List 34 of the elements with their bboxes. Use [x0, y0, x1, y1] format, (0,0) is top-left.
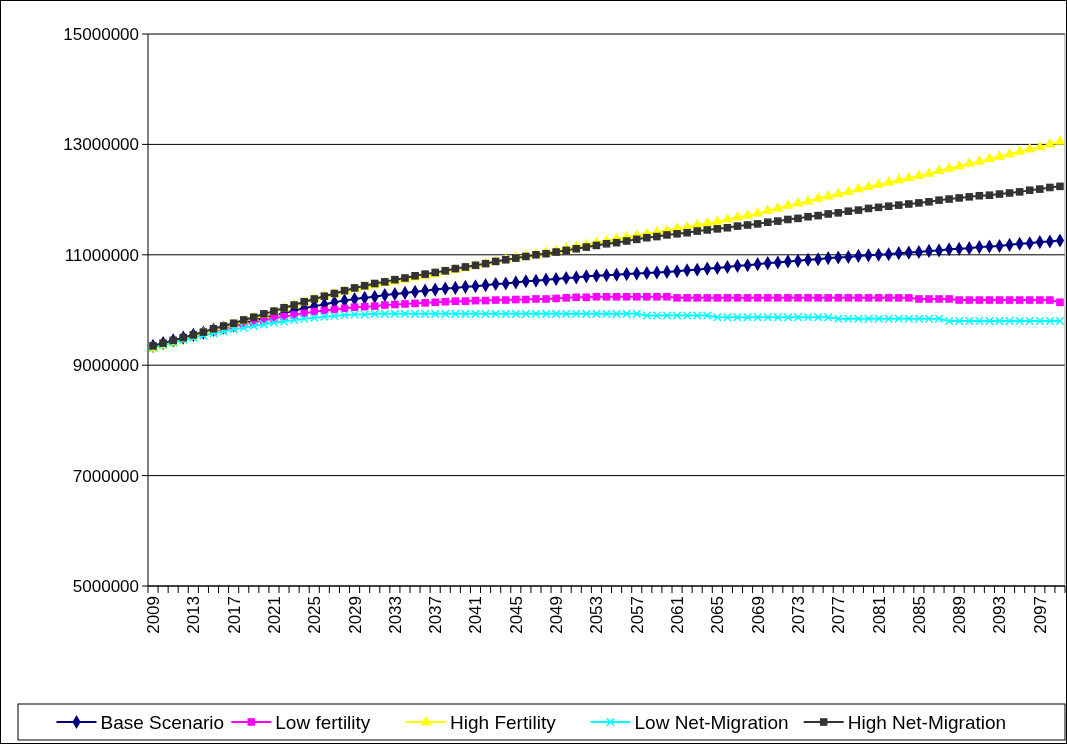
legend-label: Base Scenario [100, 711, 225, 733]
legend-label: Low fertility [275, 711, 371, 733]
x-tick-label: 2041 [466, 596, 486, 634]
y-tick-label: 11000000 [64, 245, 139, 265]
y-tick-label: 13000000 [63, 135, 139, 155]
x-tick-label: 2037 [426, 596, 446, 634]
x-tick-label: 2025 [305, 596, 325, 634]
x-tick-label: 2097 [1030, 596, 1050, 634]
x-tick-label: 2009 [143, 596, 163, 634]
x-tick-label: 2073 [788, 596, 808, 634]
x-tick-label: 2053 [587, 596, 607, 634]
x-tick-label: 2093 [990, 596, 1010, 634]
x-tick-label: 2085 [909, 596, 929, 634]
x-tick-label: 2065 [708, 596, 728, 634]
x-tick-label: 2013 [184, 596, 204, 634]
x-tick-label: 2061 [667, 596, 687, 634]
legend-label: Low Net-Migration [634, 711, 789, 733]
x-tick-label: 2033 [385, 596, 405, 634]
x-tick-label: 2049 [547, 596, 567, 634]
x-tick-label: 2069 [748, 596, 768, 634]
x-tick-label: 2045 [506, 596, 526, 634]
legend-label: High Fertility [450, 711, 557, 733]
x-tick-label: 2081 [869, 596, 889, 634]
y-tick-label: 7000000 [72, 466, 139, 486]
x-tick-label: 2057 [627, 596, 647, 634]
y-tick-label: 15000000 [63, 24, 139, 44]
x-tick-label: 2029 [345, 596, 365, 634]
x-tick-label: 2017 [224, 596, 244, 634]
legend-label: High Net-Migration [847, 711, 1007, 733]
x-tick-label: 2077 [829, 596, 849, 634]
x-tick-label: 2089 [950, 596, 970, 634]
y-tick-label: 5000000 [72, 576, 139, 596]
x-tick-label: 2021 [264, 596, 284, 634]
y-tick-label: 9000000 [72, 356, 139, 376]
